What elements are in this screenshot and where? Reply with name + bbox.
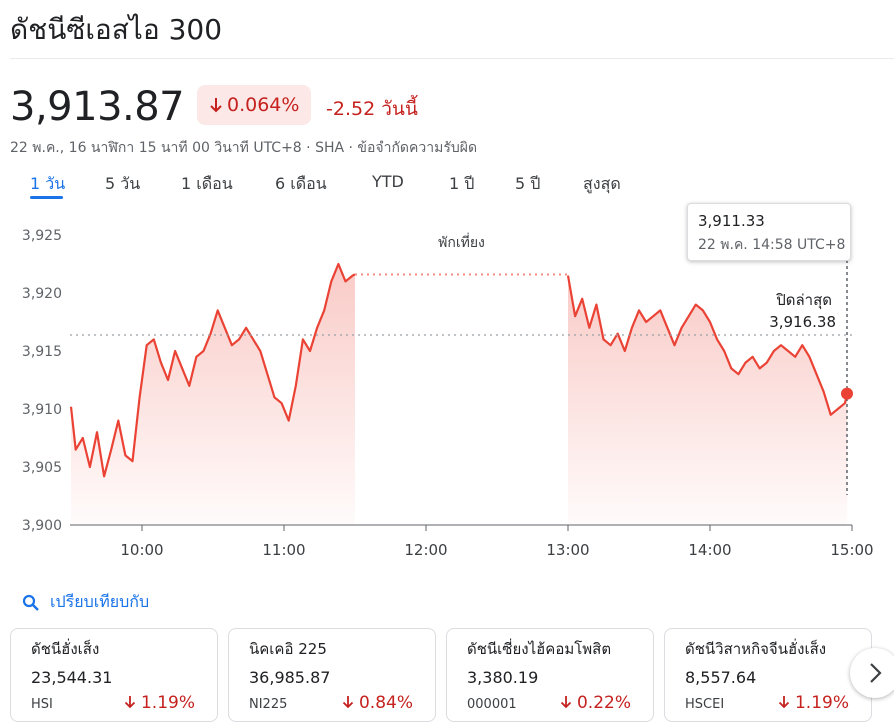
card-change-value: 0.84%	[358, 693, 413, 713]
card-name: นิคเคอิ 225	[249, 640, 327, 658]
next-cards-button[interactable]	[850, 648, 894, 698]
chevron-right-icon	[870, 663, 882, 683]
card-name: ดัชนีวิสาหกิจจีนฮั่งเส็ง	[685, 640, 827, 658]
hover-point	[841, 387, 853, 400]
compare-card-hscei[interactable]: ดัชนีวิสาหกิจจีนฮั่งเส็ง 8,557.64 HSCEI …	[664, 628, 872, 722]
lunch-break-label: พักเที่ยง	[438, 233, 485, 251]
morning-session-line	[69, 262, 356, 478]
card-symbol: 000001	[467, 697, 517, 712]
tab-ytd[interactable]: YTD	[372, 172, 404, 191]
search-icon	[22, 594, 39, 611]
quote-metadata: 22 พ.ค., 16 นาฬิกา 15 นาที 00 วินาที UTC…	[10, 140, 478, 156]
price-chart[interactable]: 3,925 3,920 3,915 3,910 3,905 3,900 10:00 11:00…	[0, 200, 894, 570]
x-tick-label: 11:00	[262, 541, 305, 559]
compare-label: เปรียบเทียบกับ	[50, 592, 150, 611]
card-change-value: 0.22%	[576, 693, 631, 713]
y-tick-label: 3,920	[22, 286, 62, 302]
y-tick-label: 3,905	[22, 460, 62, 476]
x-tick-label: 14:00	[688, 541, 731, 559]
arrow-down-icon	[342, 696, 353, 709]
previous-close-label: ปิดล่าสุด	[775, 291, 832, 310]
tab-1-day[interactable]: 1 วัน	[30, 174, 66, 193]
card-value: 8,557.64	[685, 668, 757, 687]
card-symbol: HSCEI	[685, 697, 725, 712]
compare-card-hsi[interactable]: ดัชนีฮั่งเส็ง 23,544.31 HSI 1.19%	[10, 628, 218, 722]
x-tick-label: 10:00	[120, 541, 163, 559]
card-value: 23,544.31	[31, 668, 113, 687]
card-name: ดัชนีฮั่งเส็ง	[31, 640, 100, 658]
compare-card-000001[interactable]: ดัชนีเซี่ยงไฮ้คอมโพสิต 3,380.19 000001 0…	[446, 628, 654, 722]
tab-6-months[interactable]: 6 เดือน	[275, 174, 327, 193]
tooltip-value: 3,911.33	[698, 212, 765, 230]
card-change-value: 1.19%	[140, 693, 195, 713]
morning-session-area	[71, 264, 355, 525]
afternoon-session-area	[568, 275, 848, 525]
card-change-value: 1.19%	[794, 693, 849, 713]
page-title: ดัชนีซีเอสไอ 300	[10, 13, 223, 46]
card-value: 36,985.87	[249, 668, 331, 687]
arrow-down-icon	[560, 696, 571, 709]
percent-change-value: 0.064%	[227, 94, 300, 116]
tab-max[interactable]: สูงสุด	[583, 174, 621, 193]
percent-change-badge: 0.064%	[197, 85, 312, 125]
tab-5-days[interactable]: 5 วัน	[105, 174, 141, 193]
y-tick-label: 3,925	[22, 228, 62, 244]
tab-1-month[interactable]: 1 เดือน	[181, 174, 233, 193]
arrow-down-icon	[210, 98, 222, 113]
card-value: 3,380.19	[467, 668, 539, 687]
card-symbol: HSI	[31, 697, 53, 712]
previous-close-value: 3,916.38	[769, 313, 836, 331]
card-change: 0.84%	[342, 693, 413, 713]
x-tick-label: 15:00	[830, 541, 873, 559]
current-price: 3,913.87	[10, 84, 185, 130]
arrow-down-icon	[124, 696, 135, 709]
tab-5-years[interactable]: 5 ปี	[515, 174, 541, 193]
card-change: 0.22%	[560, 693, 631, 713]
y-tick-label: 3,915	[22, 344, 62, 360]
x-tick-label: 12:00	[404, 541, 447, 559]
absolute-change: -2.52 วันนี้	[326, 98, 418, 120]
card-change: 1.19%	[778, 693, 849, 713]
active-tab-indicator	[30, 196, 63, 199]
compare-with-button[interactable]: เปรียบเทียบกับ	[22, 590, 149, 615]
card-symbol: NI225	[249, 697, 288, 712]
y-tick-label: 3,910	[22, 402, 62, 418]
afternoon-session-line	[566, 275, 849, 416]
card-change: 1.19%	[124, 693, 195, 713]
chart-tooltip: 3,911.33 22 พ.ค. 14:58 UTC+8	[687, 203, 851, 261]
tab-1-year[interactable]: 1 ปี	[449, 174, 475, 193]
x-tick-label: 13:00	[546, 541, 589, 559]
tooltip-time: 22 พ.ค. 14:58 UTC+8	[698, 237, 846, 253]
arrow-down-icon	[778, 696, 789, 709]
divider	[10, 58, 894, 59]
card-name: ดัชนีเซี่ยงไฮ้คอมโพสิต	[467, 640, 612, 658]
y-tick-label: 3,900	[22, 518, 62, 534]
compare-card-ni225[interactable]: นิคเคอิ 225 36,985.87 NI225 0.84%	[228, 628, 436, 722]
